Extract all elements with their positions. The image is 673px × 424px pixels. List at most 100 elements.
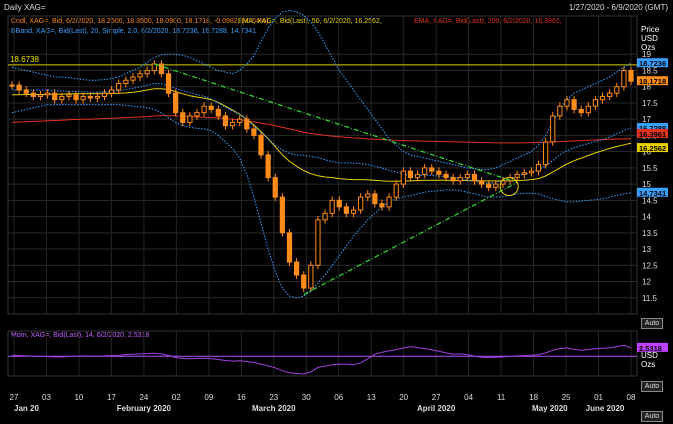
mom-legend[interactable]: Mom, XAG=, Bid(Last), 14, 6/2/2020, 2.53… [11,332,150,339]
candle-body [486,183,492,188]
y-tick-label: 12.5 [642,261,658,270]
candle-body [599,95,606,101]
candle-body [393,183,399,198]
candle-body [187,115,193,123]
legend-ema50[interactable]: EMA, XAG=, Bid(Last), 50, 6/2/2020, 16.2… [238,18,382,25]
candle-body [9,84,15,87]
candle-body [208,105,214,110]
candle-body [37,94,44,97]
candle-body [457,177,463,182]
candle-body [44,92,51,96]
y-tick-label: 18 [642,83,651,92]
candle-body [493,183,499,188]
legend-ema200[interactable]: EMA, XAG=, Bid(Last), 200, 6/2/2020, 16.… [414,18,562,25]
candle-body [436,170,442,175]
x-tick-label: 03 [42,393,51,402]
candle-body [286,232,293,263]
tag-ema50: 16.2562 [639,144,666,153]
candle-body [237,118,243,123]
candle-body [222,115,229,127]
tag-bb-mid: 16.7288 [639,124,666,133]
tag-bb-mid-bg [637,122,668,132]
candle-body [429,167,435,172]
candle-body [528,170,535,174]
candle-body [585,105,591,114]
legend-candle[interactable]: Cndl, XAG=, Bid, 6/2/2020, 18.2600, 18.3… [11,18,271,25]
y-tick-label: 12 [642,278,651,287]
candle-body [23,89,29,94]
tag-mom: 2.5318 [639,344,662,353]
candle-body [215,108,221,117]
price-panel-frame [7,15,638,315]
legend-bband[interactable]: BBand, XAG=, Bid(Last), 20, Simple, 2.0,… [11,28,256,35]
mom-axis-qty: Ozs [641,360,656,369]
tag-ema50-bg [637,143,668,153]
candle-body [30,92,36,97]
tag-ema200-bg [637,128,668,138]
y-tick-label: 13.5 [642,229,658,238]
x-month-label: April 2020 [417,404,456,413]
x-tick-label: 08 [627,393,636,402]
candle-body [550,115,556,143]
candle-body [628,69,634,82]
candle-body [592,99,599,107]
candle-body [265,154,271,179]
x-tick-label: 13 [367,393,376,402]
candle-body [450,177,456,182]
triangle-upper-line [154,63,518,184]
ema50-line [12,88,632,182]
candle-body [194,112,200,117]
candle-body [407,170,414,179]
axis-qty: Ozs [641,43,656,52]
candle-body [557,105,563,117]
y-tick-label: 15.5 [642,164,658,173]
candle-body [386,196,392,208]
candle-body [422,167,428,175]
tag-mom-bg [637,342,668,352]
candle-body [322,212,328,221]
candle-body [343,206,350,214]
candle-body [101,92,108,97]
y-tick-label: 17 [642,115,651,124]
x-tick-label: 02 [172,393,181,402]
candle-body [66,94,72,97]
candle-body [614,86,620,94]
candle-body [315,219,321,266]
auto-scale-button-mom[interactable]: Auto [641,381,663,392]
x-tick-label: 06 [334,393,343,402]
x-tick-label: 10 [74,393,83,402]
candle-body [144,69,150,75]
candle-body [59,95,65,101]
bband-mid [12,82,632,184]
x-tick-label: 16 [237,393,246,402]
candle-body [87,95,93,99]
candle-body [329,199,335,214]
x-tick-label: 04 [464,393,473,402]
auto-scale-button-price[interactable]: Auto [641,318,663,329]
y-tick-label: 11.5 [642,294,658,303]
candle-body [16,84,22,91]
candle-body [123,79,129,84]
x-month-label: June 2020 [586,404,625,413]
axis-unit-price: Price [641,25,660,34]
x-tick-label: 11 [497,393,506,402]
auto-scale-button-x[interactable]: Auto [641,411,663,422]
candle-body [272,177,278,198]
y-tick-label: 16 [642,148,651,157]
ema200-line [11,115,632,144]
candle-body [94,95,100,99]
candle-body [201,105,207,114]
candle-body [443,173,449,179]
x-tick-label: 27 [10,393,19,402]
y-tick-label: 17.5 [642,99,658,108]
mom-axis-currency: USD [641,351,658,360]
x-month-label: May 2020 [532,404,568,413]
candle-body [137,73,143,78]
candle-body [336,199,342,208]
candle-body [301,274,307,289]
y-tick-label: 19 [642,50,651,59]
x-month-label: March 2020 [252,404,296,413]
candle-body [173,92,179,114]
x-tick-label: 17 [107,393,116,402]
